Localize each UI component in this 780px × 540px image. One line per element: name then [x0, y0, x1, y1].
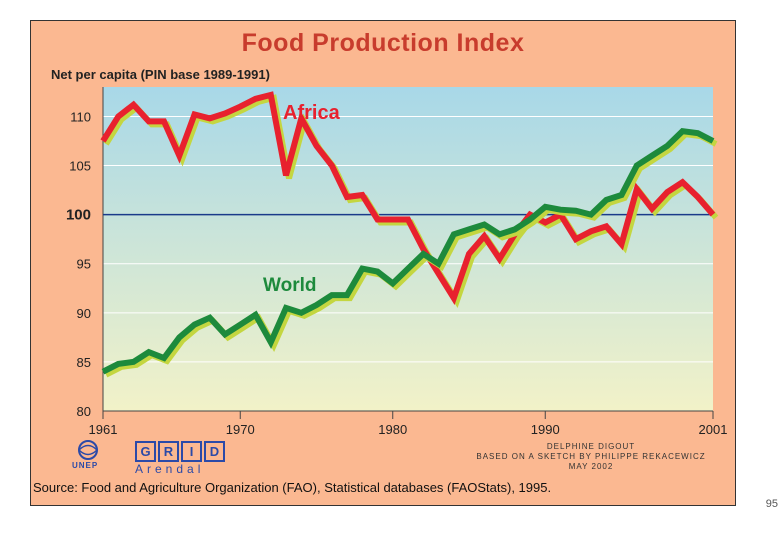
x-tick-label: 2001	[699, 422, 728, 437]
source-note: Source: Food and Agriculture Organizatio…	[33, 480, 552, 495]
y-tick-label: 80	[77, 404, 91, 419]
series-shadow-world	[104, 131, 718, 378]
chart-title: Food Production Index	[241, 29, 525, 57]
x-tick-label: 1990	[531, 422, 560, 437]
chart: 80 85 90 95 100 105 110 1961 1970 1980 1990 2001 A…	[66, 87, 728, 437]
plot-area	[103, 87, 713, 411]
grid-letter: G	[135, 441, 156, 462]
y-tick-label: 110	[70, 109, 91, 124]
credit-sketch: BASED ON A SKETCH BY PHILIPPE REKACEWICZ	[476, 452, 706, 461]
series-label-africa: Africa	[283, 102, 341, 124]
y-axis-title: Net per capita (PIN base 1989-1991)	[51, 67, 270, 82]
x-tick-label: 1961	[89, 422, 118, 437]
arendal-label: Arendal	[135, 462, 205, 476]
grid-letter: R	[158, 441, 179, 462]
series-line-africa	[100, 91, 716, 306]
series-label-world: World	[263, 275, 316, 296]
y-tick-label: 105	[69, 159, 91, 174]
series-line-world	[101, 128, 715, 375]
x-tick-label: 1980	[378, 422, 407, 437]
credit-author: DELPHINE DIGOUT	[546, 442, 636, 451]
slide: 80 85 90 95 100 105 110 1961 1970 1980 1990 2001 A…	[30, 20, 736, 506]
y-tick-label: 90	[77, 306, 91, 321]
y-tick-label: 100	[66, 207, 91, 224]
grid-letter: D	[204, 441, 225, 462]
grid-letter: I	[181, 441, 202, 462]
y-tick-label: 85	[77, 355, 91, 370]
page-number: 95	[765, 498, 778, 510]
y-tick-label: 95	[77, 257, 91, 272]
unep-label: UNEP	[72, 461, 99, 470]
x-tick-label: 1970	[226, 422, 255, 437]
unep-logo-icon	[78, 440, 99, 460]
credit-date: MAY 2002	[568, 462, 614, 471]
